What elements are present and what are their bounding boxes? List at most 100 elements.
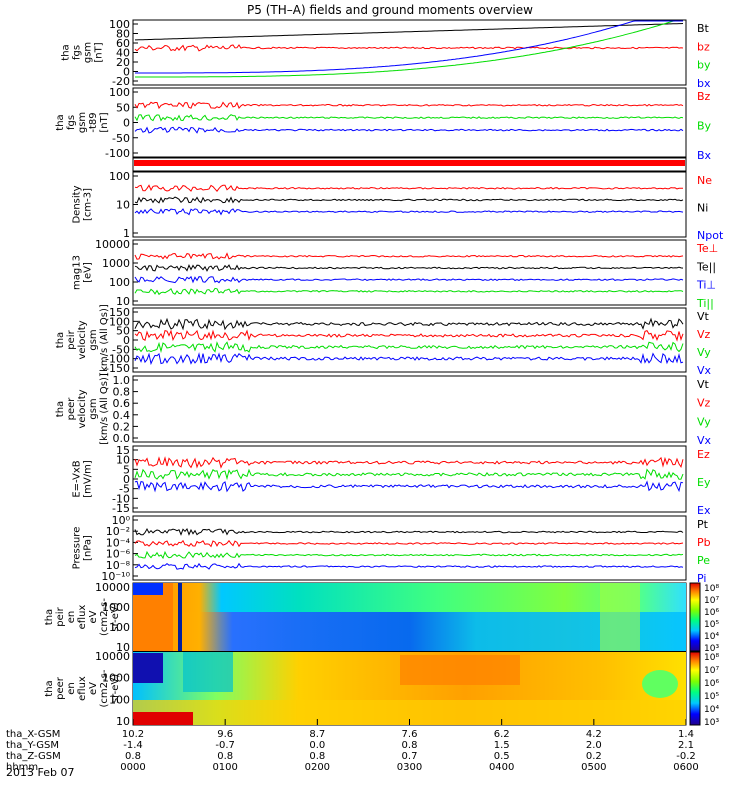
colorbar-tick-label: 10⁸	[704, 653, 719, 663]
x-tick-label: 1.4	[678, 729, 694, 740]
y-tick-label: -150	[105, 362, 130, 375]
y-tick-label: 10000	[95, 581, 130, 594]
legend-entry: Vy	[697, 415, 711, 428]
y-tick-label: 100	[109, 170, 130, 183]
y-axis-label: tha	[44, 609, 55, 625]
y-tick-label: 10	[116, 295, 130, 308]
colorbar-tick-label: 10³	[704, 644, 719, 654]
series-line	[134, 287, 684, 296]
x-axis-row-label: tha_Y-GSM	[6, 740, 59, 751]
y-axis-label: velocity	[77, 320, 88, 359]
x-tick-label: 6.2	[494, 729, 510, 740]
y-tick-label: 50	[116, 101, 130, 114]
y-tick-label: -100	[105, 147, 130, 160]
series-line	[134, 208, 684, 216]
colorbar-tick-label: 10⁶	[704, 608, 719, 618]
y-tick-label: 100	[109, 86, 130, 99]
y-axis-label: sr-eV)	[110, 674, 121, 703]
series-line	[134, 341, 684, 354]
series-line	[134, 44, 684, 52]
y-tick-label: 0.2	[113, 420, 131, 433]
x-tick-label: -0.2	[676, 751, 696, 762]
legend-entry: Pb	[697, 536, 711, 549]
y-axis-label: gsm	[83, 42, 94, 63]
y-axis-label: fgs	[72, 45, 83, 60]
series-line	[134, 562, 684, 570]
colorbar-tick-label: 10³	[704, 718, 719, 728]
y-tick-label: 0	[123, 66, 130, 79]
y-tick-label: 10⁻¹⁰	[101, 570, 130, 583]
series-line	[134, 184, 684, 193]
y-tick-label: -50	[112, 132, 130, 145]
legend-entry: Pi	[697, 572, 706, 585]
x-tick-label: 0500	[581, 762, 606, 773]
colorbar-tick-label: 10⁶	[704, 679, 719, 689]
legend-entry: Ex	[697, 504, 711, 517]
y-axis-label: [mV/m]	[83, 460, 94, 498]
y-axis-label: fgs	[66, 115, 77, 130]
y-tick-label: 5	[123, 463, 130, 476]
legend-entry: Ne	[697, 174, 712, 187]
legend-entry: Ni	[697, 202, 708, 215]
legend-entry: Bx	[697, 149, 712, 162]
y-axis-label: (cm2-s-	[99, 669, 110, 707]
x-tick-label: -1.4	[123, 740, 143, 751]
y-tick-label: 100	[109, 621, 130, 634]
series-line	[134, 264, 684, 272]
y-tick-label: 10⁰	[112, 514, 131, 527]
y-tick-label: 0.6	[113, 397, 131, 410]
y-tick-label: 10⁻⁴	[106, 536, 131, 549]
legend-entry: Te||	[696, 260, 716, 273]
series-line	[134, 317, 684, 331]
y-tick-label: 100	[109, 276, 130, 289]
legend-entry: by	[697, 59, 711, 72]
x-axis-row-label: hhmm	[6, 762, 38, 773]
x-tick-label: 2.0	[586, 740, 602, 751]
y-tick-label: 0.4	[113, 409, 131, 422]
electron-colorbar	[689, 651, 701, 726]
colorbar-tick-label: 10⁵	[704, 692, 719, 702]
y-axis-label: peir	[66, 329, 77, 349]
x-tick-label: 0.8	[309, 751, 325, 762]
y-tick-label: 10⁻⁸	[106, 559, 131, 572]
x-tick-label: 0100	[212, 762, 237, 773]
colorbar-tick-label: 10⁷	[704, 596, 719, 606]
y-axis-label: eflux	[77, 676, 88, 701]
y-tick-label: 15	[116, 444, 130, 457]
y-tick-label: 10	[116, 454, 130, 467]
y-tick-label: -5	[119, 483, 130, 496]
legend-entry: Vt	[697, 378, 710, 391]
x-tick-label: 8.7	[309, 729, 325, 740]
flag-strip-bar	[134, 160, 685, 166]
y-axis-label: [nPa]	[83, 535, 94, 561]
x-tick-label: 0.7	[402, 751, 418, 762]
y-tick-label: -20	[112, 75, 130, 88]
y-tick-label: 0.0	[113, 432, 131, 445]
legend-entry: Vy	[697, 346, 711, 359]
colorbar-tick-label: 10⁴	[704, 705, 719, 715]
y-axis-label: [cm-3]	[83, 188, 94, 221]
x-tick-label: 0200	[305, 762, 330, 773]
y-tick-label: 60	[116, 37, 130, 50]
x-tick-label: 7.6	[402, 729, 418, 740]
panel-peer_vel: 1.00.80.60.40.20.0 tha peer velocity gsm [km/…	[55, 373, 712, 447]
legend-entry: Vt	[697, 310, 710, 323]
series-line	[134, 456, 684, 469]
x-tick-label: 0.5	[494, 751, 510, 762]
y-axis-label: eV	[88, 610, 99, 623]
legend-entry: Bt	[697, 22, 710, 35]
panel-frame	[132, 307, 687, 373]
legend-entry: Ey	[697, 476, 711, 489]
panel-density: 100 10 1 Density [cm-3] Ne Ni Npot	[72, 170, 724, 242]
x-tick-label: 2.1	[678, 740, 694, 751]
y-axis-label: tha	[55, 401, 66, 417]
y-axis-label: sr-eV)	[110, 602, 121, 631]
x-tick-label: 0400	[489, 762, 514, 773]
series-line	[134, 101, 684, 110]
y-axis-label: gsm	[88, 398, 99, 419]
figure-title: P5 (TH–A) fields and ground moments over…	[247, 3, 533, 17]
x-tick-label: 0000	[120, 762, 145, 773]
y-tick-label: 80	[116, 28, 130, 41]
legend-entry: Bz	[697, 90, 711, 103]
y-axis-label: [eV]	[83, 262, 94, 283]
